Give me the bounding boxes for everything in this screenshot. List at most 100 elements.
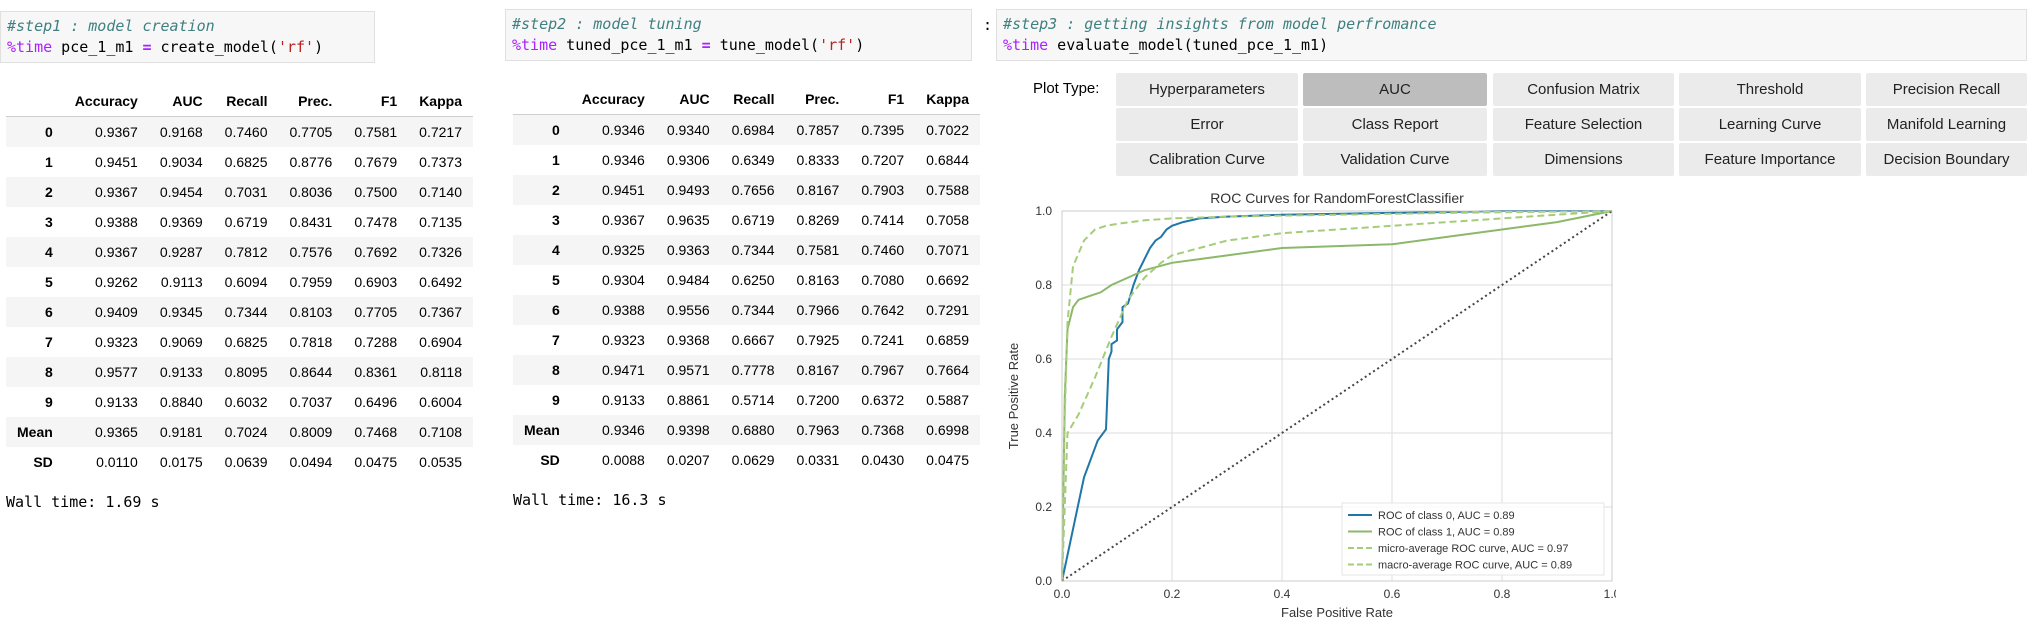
column-header: AUC (655, 84, 721, 115)
column-header: AUC (148, 86, 214, 117)
row-index: 8 (45, 364, 53, 380)
table-cell: 0.5714 (731, 392, 775, 408)
plot-type-button-hyperparameters[interactable]: Hyperparameters (1116, 73, 1298, 106)
table-cell: 0.7367 (419, 304, 462, 320)
table-cell: 0.8644 (289, 364, 333, 380)
table-cell: 0.7959 (289, 274, 333, 290)
table-cell: 0.9451 (602, 182, 645, 198)
table-row: 2 0.9451 0.9493 0.7656 0.8167 0.7903 0.7588 (513, 175, 980, 205)
x-tick-label: 0.8 (1494, 587, 1511, 601)
table-row: 4 0.9367 0.9287 0.7812 0.7576 0.7692 0.7326 (6, 237, 473, 267)
table-cell: 0.7080 (861, 272, 905, 288)
plot-type-button-auc[interactable]: AUC (1303, 73, 1487, 106)
step3-code-cell[interactable]: #step3 : getting insights from model per… (996, 9, 2027, 61)
roc-series-3 (1061, 210, 1613, 582)
row-index: 5 (552, 272, 560, 288)
plot-type-button-threshold[interactable]: Threshold (1679, 73, 1861, 106)
plot-type-button-decision-boundary[interactable]: Decision Boundary (1866, 143, 2027, 176)
step1-results-table: Accuracy AUC Recall Prec. F1 Kappa 0 0.9367 0.9… (6, 86, 473, 477)
table-cell: 0.7478 (354, 214, 398, 230)
table-cell: 0.7460 (861, 242, 905, 258)
table-cell: 0.6094 (224, 274, 268, 290)
table-row: 3 0.9367 0.9635 0.6719 0.8269 0.7414 0.7058 (513, 205, 980, 235)
plot-type-button-dimensions[interactable]: Dimensions (1493, 143, 1674, 176)
table-row: 3 0.9388 0.9369 0.6719 0.8431 0.7478 0.7135 (6, 207, 473, 237)
table-row: 9 0.9133 0.8840 0.6032 0.7037 0.6496 0.6004 (6, 387, 473, 417)
roc-chart: 0.0 0.2 0.4 0.6 0.8 1.0 0.0 0.2 0.4 0.6 0.8 1.0 ROC… (1006, 190, 1616, 620)
table-cell: 0.6904 (419, 334, 462, 350)
table-cell: 0.7692 (354, 244, 398, 260)
table-cell: 0.9493 (666, 182, 710, 198)
table-cell: 0.7468 (354, 424, 398, 440)
plot-type-button-class-report[interactable]: Class Report (1303, 108, 1487, 141)
table-cell: 0.6032 (224, 394, 268, 410)
row-index: 8 (552, 362, 560, 378)
column-header: F1 (850, 84, 916, 115)
table-cell: 0.0331 (796, 452, 840, 468)
table-cell: 0.6719 (731, 212, 775, 228)
table-cell: 0.7581 (796, 242, 840, 258)
legend-entry: ROC of class 1, AUC = 0.89 (1378, 527, 1515, 539)
column-header: Kappa (915, 84, 980, 115)
table-cell: 0.8333 (796, 152, 840, 168)
table-row: 8 0.9577 0.9133 0.8095 0.8644 0.8361 0.8118 (6, 357, 473, 387)
table-cell: 0.7705 (354, 304, 398, 320)
table-cell: 0.7642 (861, 302, 905, 318)
table-cell: 0.8118 (420, 364, 462, 380)
table-cell: 0.9409 (95, 304, 138, 320)
table-cell: 0.7705 (289, 124, 333, 140)
table-row: 6 0.9388 0.9556 0.7344 0.7966 0.7642 0.7291 (513, 295, 980, 325)
table-cell: 0.9113 (160, 274, 203, 290)
table-cell: 0.9133 (159, 364, 203, 380)
plot-type-button-feature-selection[interactable]: Feature Selection (1493, 108, 1674, 141)
table-cell: 0.9133 (95, 394, 138, 410)
step2-code-pre: tuned_pce_1_m1 (557, 36, 702, 54)
table-cell: 0.6692 (926, 272, 969, 288)
table-cell: 0.7344 (731, 242, 775, 258)
table-cell: 0.7395 (861, 122, 905, 138)
chart-ticks: 0.0 0.2 0.4 0.6 0.8 1.0 0.0 0.2 0.4 0.6 0.8 1.0 (1035, 204, 1616, 601)
plot-type-button-precision-recall[interactable]: Precision Recall (1866, 73, 2027, 106)
chart-legend: ROC of class 0, AUC = 0.89 ROC of class 1… (1341, 502, 1605, 576)
row-index: 2 (45, 184, 53, 200)
x-tick-label: 0.0 (1054, 587, 1071, 601)
table-cell: 0.9304 (602, 272, 645, 288)
table-cell: 0.7326 (419, 244, 462, 260)
table-cell: 0.9346 (602, 422, 645, 438)
step1-code-cell[interactable]: #step1 : model creation %time pce_1_m1 =… (0, 11, 375, 63)
table-cell: 0.7656 (731, 182, 775, 198)
table-row: 5 0.9262 0.9113 0.6094 0.7959 0.6903 0.6492 (6, 267, 473, 297)
table-row: 7 0.9323 0.9368 0.6667 0.7925 0.7241 0.6859 (513, 325, 980, 355)
plot-type-button-confusion-matrix[interactable]: Confusion Matrix (1493, 73, 1674, 106)
step2-results-table: Accuracy AUC Recall Prec. F1 Kappa 0 0.9346 0.9… (513, 84, 980, 475)
roc-series-2 (1061, 210, 1613, 582)
plot-type-button-calibration-curve[interactable]: Calibration Curve (1116, 143, 1298, 176)
table-row: 2 0.9367 0.9454 0.7031 0.8036 0.7500 0.7140 (6, 177, 473, 207)
table-cell: 0.0110 (96, 454, 138, 470)
table-cell: 0.7414 (861, 212, 905, 228)
plot-type-button-error[interactable]: Error (1116, 108, 1298, 141)
plot-type-button-learning-curve[interactable]: Learning Curve (1679, 108, 1861, 141)
table-cell: 0.9325 (602, 242, 645, 258)
plot-type-button-feature-importance[interactable]: Feature Importance (1679, 143, 1861, 176)
table-cell: 0.8861 (666, 392, 710, 408)
y-tick-label: 0.0 (1035, 574, 1052, 588)
plot-type-label: Plot Type: (1033, 80, 1100, 97)
y-tick-label: 0.8 (1035, 278, 1052, 292)
table-cell: 0.8036 (289, 184, 333, 200)
step2-code-cell[interactable]: #step2 : model tuning %time tuned_pce_1_… (505, 9, 972, 61)
step3-code: evaluate_model(tuned_pce_1_m1) (1048, 36, 1329, 54)
table-cell: 0.7581 (354, 124, 398, 140)
table-cell: 0.6880 (731, 422, 775, 438)
plot-type-button-validation-curve[interactable]: Validation Curve (1303, 143, 1487, 176)
table-cell: 0.9556 (666, 302, 710, 318)
table-cell: 0.8167 (796, 182, 840, 198)
table-header-row: Accuracy AUC Recall Prec. F1 Kappa (6, 86, 473, 117)
plot-type-button-manifold-learning[interactable]: Manifold Learning (1866, 108, 2027, 141)
table-cell: 0.7291 (926, 302, 969, 318)
table-cell: 0.9571 (666, 362, 710, 378)
y-axis-label: True Positive Rate (1006, 343, 1021, 449)
table-cell: 0.9168 (159, 124, 203, 140)
table-cell: 0.8269 (796, 212, 840, 228)
row-index: 9 (45, 394, 53, 410)
